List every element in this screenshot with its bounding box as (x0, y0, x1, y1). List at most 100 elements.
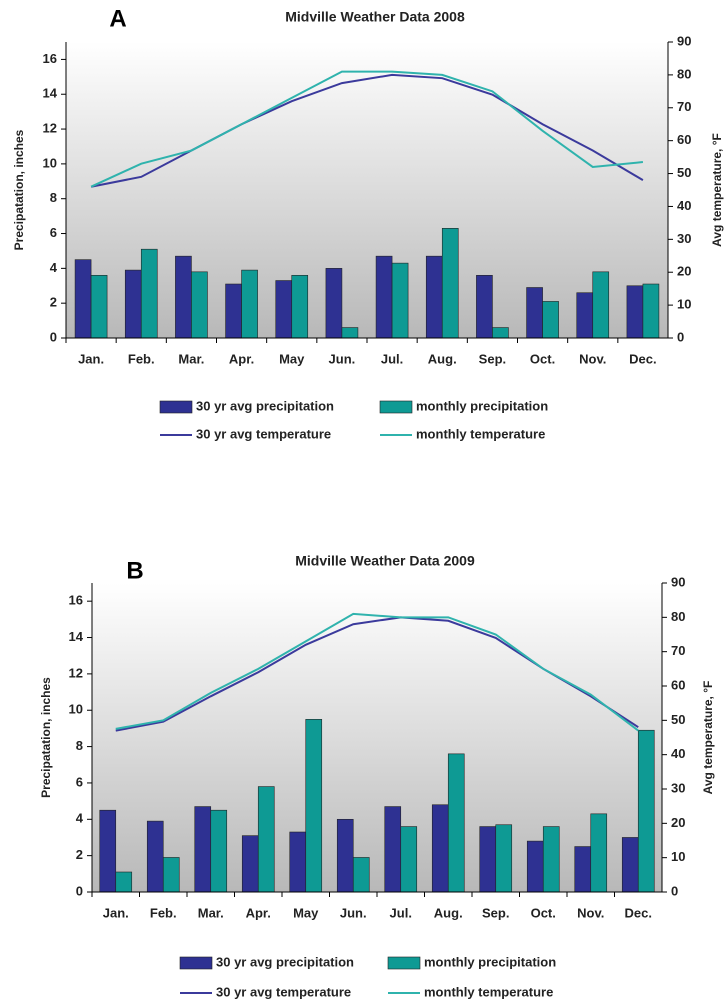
bar (479, 826, 497, 893)
bar (341, 327, 359, 339)
bar (241, 269, 258, 339)
legend-swatch (179, 956, 213, 970)
y2-tick-label: 50 (671, 712, 685, 727)
x-tick-label: Jun. (340, 905, 367, 920)
y-tick-label: 2 (50, 295, 57, 310)
x-tick-label: Oct. (530, 351, 555, 366)
legend-label: monthly precipitation (424, 954, 556, 969)
y2-tick-label: 0 (677, 329, 684, 344)
x-tick-label: Nov. (579, 351, 606, 366)
y2-tick-label: 80 (671, 609, 685, 624)
line (90, 73, 644, 188)
legend-swatch (387, 956, 421, 970)
bar (325, 268, 343, 339)
bar (590, 813, 608, 893)
line (115, 612, 639, 732)
legend-label: monthly temperature (416, 426, 545, 441)
bar (74, 259, 92, 339)
x-tick-label: Apr. (246, 905, 271, 920)
y2-tick-label: 10 (677, 297, 691, 312)
bar (425, 255, 443, 339)
bar (574, 846, 592, 893)
y2-tick-label: 90 (671, 574, 685, 589)
bar (124, 269, 142, 339)
bar (191, 271, 208, 339)
y2-axis-title: Avg temperature, °F (710, 133, 724, 247)
bar (526, 287, 543, 339)
x-tick-label: Feb. (150, 905, 177, 920)
bar (476, 275, 493, 339)
bar (384, 806, 402, 893)
bar (642, 283, 660, 339)
x-tick-label: Aug. (434, 905, 463, 920)
y-axis-title: Precipatation, inches (12, 129, 26, 250)
bar (492, 327, 509, 339)
bar (90, 275, 108, 339)
x-tick-label: Jul. (381, 351, 403, 366)
y-tick-label: 4 (76, 811, 84, 826)
legend-label: 30 yr avg temperature (216, 984, 351, 999)
x-tick-label: Feb. (128, 351, 155, 366)
bar (225, 283, 242, 339)
bar (576, 292, 594, 339)
x-tick-label: Apr. (229, 351, 254, 366)
bar (210, 809, 228, 893)
bar (305, 719, 323, 893)
legend-swatch (379, 400, 413, 414)
legend-label: monthly precipitation (416, 398, 548, 413)
y-tick-label: 0 (50, 329, 57, 344)
y-tick-label: 8 (76, 738, 83, 753)
bar (115, 871, 133, 893)
y2-tick-label: 80 (677, 66, 691, 81)
x-tick-label: Jun. (329, 351, 356, 366)
y2-tick-label: 20 (671, 815, 685, 830)
legend-label: 30 yr avg temperature (196, 426, 331, 441)
x-tick-label: Jul. (390, 905, 412, 920)
legend-swatch (159, 400, 193, 414)
bar (162, 857, 180, 893)
y2-tick-label: 40 (677, 198, 691, 213)
legend-label: monthly temperature (424, 984, 553, 999)
y-tick-label: 14 (43, 86, 58, 101)
bar (375, 255, 393, 339)
bar (447, 753, 465, 893)
bar (257, 786, 275, 893)
bar (621, 837, 639, 893)
bar (626, 285, 644, 339)
bar (391, 262, 409, 339)
y2-tick-label: 30 (677, 231, 691, 246)
y-tick-label: 10 (43, 155, 57, 170)
bar (140, 248, 158, 339)
y-tick-label: 12 (69, 665, 83, 680)
bar (495, 824, 513, 893)
bar (400, 826, 418, 893)
y-tick-label: 2 (76, 847, 83, 862)
y-tick-label: 14 (69, 629, 84, 644)
y-tick-label: 0 (76, 883, 83, 898)
y-axis-title: Precipatation, inches (39, 677, 53, 798)
legend-label: 30 yr avg precipitation (216, 954, 354, 969)
bar (526, 840, 544, 893)
y2-tick-label: 60 (671, 677, 685, 692)
bar (289, 831, 307, 893)
bar (146, 820, 164, 893)
y-tick-label: 6 (50, 225, 57, 240)
bar (241, 835, 259, 893)
y2-tick-label: 70 (677, 99, 691, 114)
x-tick-label: Dec. (625, 905, 652, 920)
bar (352, 857, 370, 893)
y-tick-label: 16 (69, 593, 83, 608)
legend-label: 30 yr avg precipitation (196, 398, 334, 413)
bar (637, 729, 655, 893)
y-tick-label: 12 (43, 120, 57, 135)
line (90, 70, 644, 188)
bar (592, 271, 610, 339)
x-tick-label: Nov. (577, 905, 604, 920)
bar (431, 804, 449, 893)
bar (542, 826, 560, 893)
bar (99, 809, 117, 893)
bar (441, 228, 459, 339)
x-tick-label: Sep. (479, 351, 506, 366)
y2-axis-title: Avg temperature, °F (701, 681, 715, 795)
